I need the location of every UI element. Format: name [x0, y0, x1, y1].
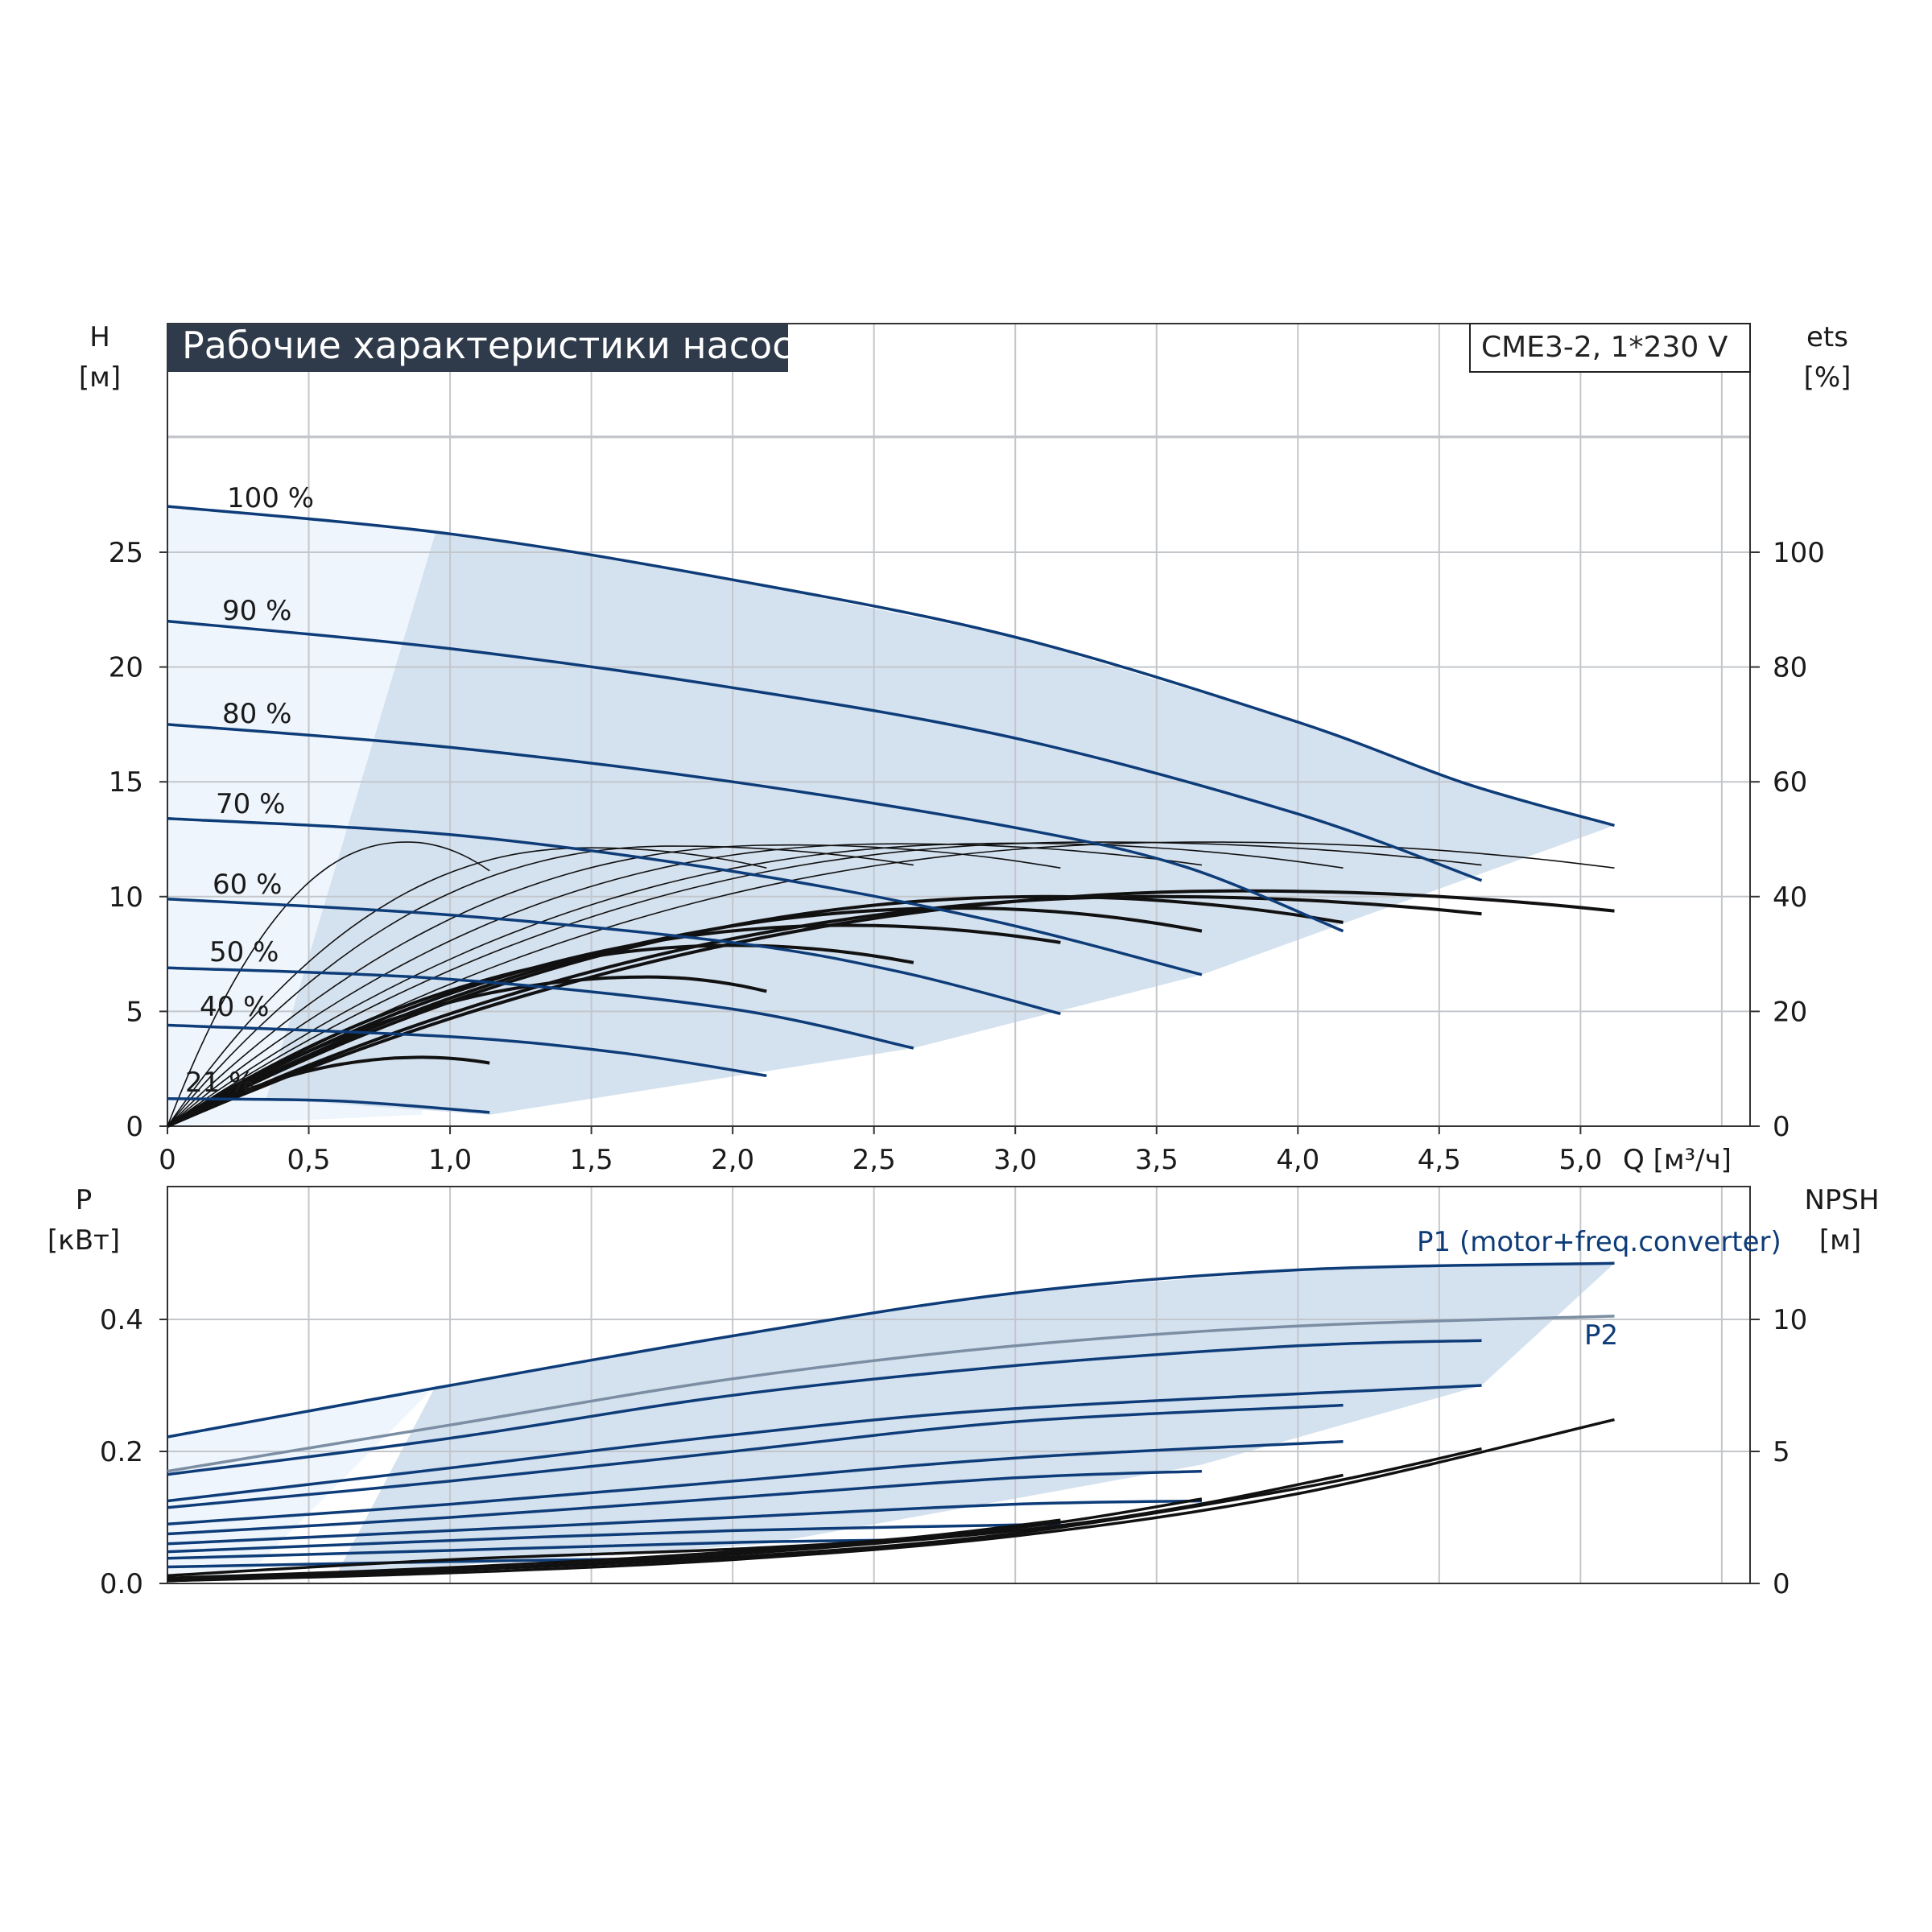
power-curve [167, 1499, 1202, 1546]
ets-axis-unit: [%] [1804, 361, 1852, 394]
model-label: CME3-2, 1*230 V [1481, 331, 1728, 364]
head-curve [167, 966, 914, 1050]
speed-label: 100 % [227, 482, 314, 514]
head-curve [167, 817, 1203, 976]
power-curve [167, 1538, 914, 1560]
h-tick-label: 15 [109, 766, 143, 799]
speed-label: 40 % [200, 991, 269, 1023]
power-panel: 0.0 0.2 0.4 0 5 10 [100, 1186, 1807, 1600]
x-tick-label: 0,5 [287, 1144, 330, 1176]
head-curve [167, 1023, 767, 1078]
power-curve [167, 1339, 1482, 1476]
power-curve [167, 1315, 1615, 1473]
head-curve [167, 723, 1344, 933]
power-curve [167, 1261, 1615, 1439]
head-curve [167, 505, 1615, 828]
speed-label: 80 % [222, 698, 291, 730]
x-tick-label: 3,5 [1135, 1144, 1179, 1176]
ets-tick-label: 100 [1773, 537, 1825, 569]
chart-title: Рабочие характеристики насоса [182, 324, 815, 367]
ets-tick-label: 40 [1773, 881, 1807, 914]
x-tick-label: 1,0 [428, 1144, 472, 1176]
speed-label: 50 % [209, 936, 279, 968]
x-tick-label: 4,0 [1276, 1144, 1319, 1176]
npsh-tick-label: 0 [1773, 1568, 1790, 1600]
p-axis-unit: [кВт] [47, 1224, 120, 1257]
head-curve [167, 619, 1483, 882]
speed-label: 90 % [222, 595, 291, 627]
ets-axis-label: ets [1806, 321, 1848, 353]
h-axis-label: H [89, 321, 110, 353]
speed-label: 60 % [213, 869, 282, 901]
npsh-curve [167, 1418, 1615, 1583]
efficiency-curve [167, 889, 1615, 1128]
npsh-curve [167, 1518, 1061, 1577]
speed-label: 70 % [216, 788, 285, 820]
model-box [1469, 323, 1751, 373]
head-curve [167, 1097, 490, 1114]
p-tick-label: 0.0 [100, 1568, 143, 1600]
speed-label: 21 % [185, 1067, 254, 1099]
x-tick-label: 2,5 [852, 1144, 896, 1176]
efficiency-curve [166, 943, 914, 1128]
x-tick-label: 4,5 [1418, 1144, 1461, 1176]
ets-curve [167, 841, 1615, 1127]
efficiency-curve [167, 906, 1203, 1128]
x-tick-label: 2,0 [711, 1144, 754, 1176]
ets-curve [167, 845, 914, 1127]
p-tick-label: 0.4 [100, 1304, 143, 1336]
head-curve [167, 897, 1061, 1015]
title-bar [167, 324, 788, 372]
ets-tick-label: 80 [1773, 652, 1807, 684]
efficiency-curve [167, 894, 1482, 1128]
ets-tick-label: 60 [1773, 766, 1807, 799]
ets-tick-label: 0 [1773, 1111, 1790, 1143]
p-tick-label: 0.2 [100, 1436, 143, 1468]
power-curve [167, 1403, 1344, 1509]
h-axis-unit: [м] [79, 361, 121, 394]
power-curve [167, 1522, 1061, 1554]
x-tick-label: 0 [159, 1144, 176, 1176]
ets-tick-label: 20 [1773, 996, 1807, 1028]
npsh-tick-label: 5 [1773, 1436, 1790, 1468]
npsh-curve [167, 1497, 1203, 1580]
ets-curve [167, 841, 490, 1127]
efficiency-curve [166, 975, 767, 1128]
x-tick-label: 1,5 [570, 1144, 613, 1176]
npsh-tick-label: 10 [1773, 1304, 1807, 1336]
p1-legend-label: P1 (motor+freq.converter) [1417, 1226, 1781, 1258]
p-axis-label: P [76, 1184, 93, 1216]
power-frame [167, 1186, 1751, 1584]
ets-curve [167, 841, 1482, 1127]
h-tick-label: 5 [126, 996, 143, 1028]
ets-curve [167, 847, 767, 1127]
head-panel: 100 % 90 % 80 % 70 % 60 % 50 % 40 % 21 % 0 0,5 1,0… [109, 323, 1825, 1176]
h-tick-label: 20 [109, 652, 143, 684]
ets-curve [167, 842, 1344, 1127]
power-curve [167, 1384, 1482, 1503]
x-tick-label: 3,0 [993, 1144, 1037, 1176]
npsh-curve [167, 1473, 1344, 1583]
npsh-axis-label: NPSH [1804, 1184, 1879, 1216]
npsh-axis-unit: [м] [1819, 1224, 1861, 1257]
ets-curve [167, 844, 1061, 1127]
p2-legend-label: P2 [1584, 1319, 1618, 1352]
h-tick-label: 25 [109, 537, 143, 569]
power-curve [167, 1469, 1202, 1536]
h-tick-label: 10 [109, 881, 143, 914]
power-envelope [336, 1263, 1615, 1574]
x-tick-label: 5,0 [1558, 1144, 1602, 1176]
q-axis-label: Q [м³/ч] [1623, 1144, 1732, 1176]
power-curve [167, 1439, 1344, 1525]
h-tick-label: 0 [126, 1111, 143, 1143]
